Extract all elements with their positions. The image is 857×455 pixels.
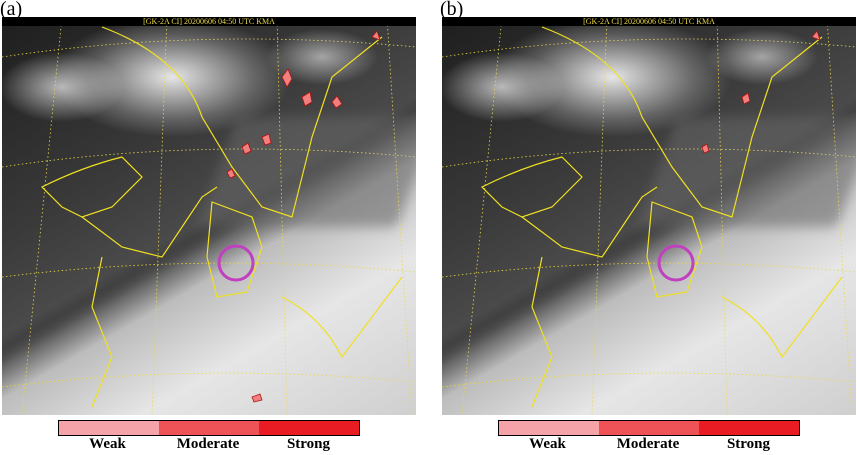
- panel-label: (a): [0, 0, 23, 20]
- legend-swatch-weak: [59, 421, 159, 435]
- legend-swatch-weak: [499, 421, 599, 435]
- legend-swatch-strong: [259, 421, 359, 435]
- legend-label-strong: Strong: [726, 436, 771, 452]
- legend-label-strong: Strong: [286, 436, 331, 452]
- legend-label-weak: Weak: [529, 436, 566, 452]
- highlight-circle: [657, 244, 695, 282]
- image-header: [GK-2A CI] 20200606 04:50 UTC KMA: [442, 17, 856, 26]
- legend-label-weak: Weak: [89, 436, 126, 452]
- legend-label-moderate: Moderate: [616, 436, 680, 452]
- legend-swatch-strong: [699, 421, 799, 435]
- legend-label-moderate: Moderate: [176, 436, 240, 452]
- intensity-legend: [498, 420, 800, 436]
- legend-swatch-moderate: [599, 421, 699, 435]
- satellite-image: [GK-2A CI] 20200606 04:50 UTC KMA: [442, 17, 856, 415]
- image-header: [GK-2A CI] 20200606 04:50 UTC KMA: [2, 17, 416, 26]
- map-overlay: [442, 17, 856, 415]
- panel-label: (b): [440, 0, 464, 20]
- map-overlay: [2, 17, 416, 415]
- intensity-legend: [58, 420, 360, 436]
- satellite-image: [GK-2A CI] 20200606 04:50 UTC KMA: [2, 17, 416, 415]
- highlight-circle: [217, 244, 255, 282]
- legend-swatch-moderate: [159, 421, 259, 435]
